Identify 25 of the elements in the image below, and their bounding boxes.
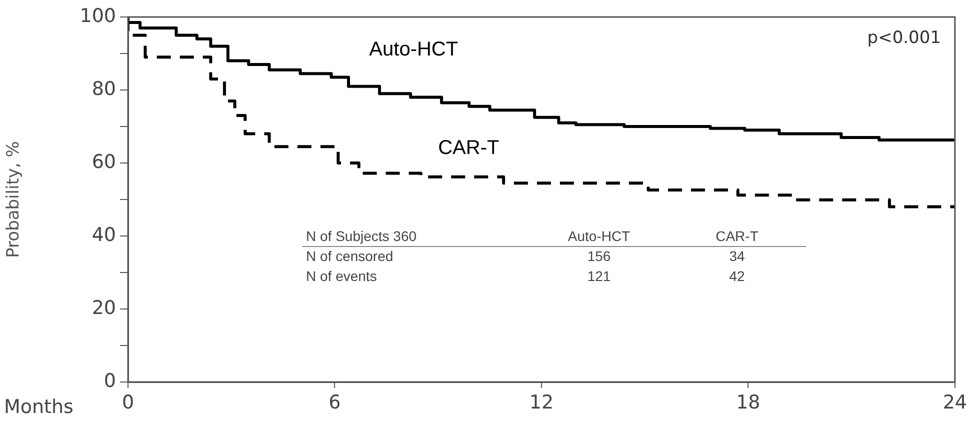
annotation: N of censored	[305, 247, 394, 266]
annotation: 121	[586, 267, 612, 286]
x-axis-title: Months	[4, 396, 74, 418]
series-label: Auto-HCT	[369, 38, 458, 60]
annotation: 156	[586, 247, 612, 266]
y-tick-label: 80	[92, 78, 116, 100]
annotation: 34	[728, 247, 746, 266]
x-tick-label: 0	[122, 391, 134, 414]
x-tick-label: 18	[736, 391, 760, 414]
y-axis-title: Probability, %	[4, 141, 24, 258]
x-tick-label: 6	[328, 391, 341, 414]
y-tick-label: 40	[92, 224, 116, 246]
x-tick-label: 24	[942, 391, 968, 414]
annotation: N of Subjects 360	[305, 227, 418, 246]
x-tick-label: 12	[529, 391, 554, 414]
series-label: CAR-T	[438, 136, 500, 159]
y-tick-label: 20	[92, 296, 116, 319]
y-tick-label: 0	[104, 370, 116, 392]
annotation: 42	[728, 267, 746, 286]
annotation: p<0.001	[867, 28, 941, 48]
y-tick-label: 60	[92, 150, 116, 173]
annotation: CAR-T	[714, 227, 760, 246]
annotation: Auto-HCT	[566, 227, 632, 246]
y-tick-label: 100	[80, 4, 116, 27]
annotation: N of events	[305, 267, 378, 286]
